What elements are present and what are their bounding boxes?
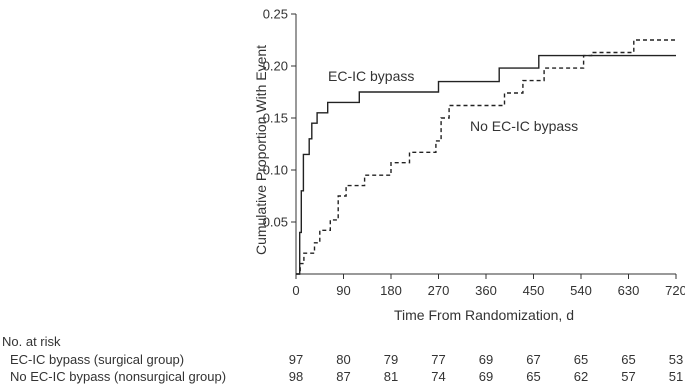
y-tick-label: 0.20 (263, 59, 288, 74)
risk-count: 53 (668, 352, 684, 367)
series-line-ec-ic-bypass (296, 54, 676, 275)
risk-count: 62 (573, 369, 589, 384)
series-line-no-ec-ic-bypass (296, 39, 676, 275)
risk-count: 69 (478, 352, 494, 367)
risk-count: 77 (431, 352, 446, 367)
risk-row-label: No EC-IC bypass (nonsurgical group) (10, 369, 227, 384)
y-tick-label: 0.25 (263, 7, 288, 22)
risk-count: 74 (431, 369, 446, 384)
axes (291, 13, 677, 279)
risk-row-label: EC-IC bypass (surgical group) (10, 352, 185, 367)
risk-count: 80 (336, 352, 351, 367)
y-tick-label: 0.05 (263, 215, 288, 230)
risk-count: 87 (336, 369, 351, 384)
risk-count: 79 (383, 352, 399, 367)
x-tick-label: 720 (665, 283, 685, 298)
x-tick-label: 180 (380, 283, 402, 298)
risk-count: 67 (526, 352, 541, 367)
x-tick-label: 450 (523, 283, 545, 298)
tick-labels: 0 90 180 270 360 450 540 630 720 0.05 0.10 0.15 0.20… (263, 7, 685, 299)
x-tick-label: 360 (475, 283, 497, 298)
series-label-ec-ic-bypass: EC-IC bypass (328, 68, 414, 84)
risk-count: 65 (526, 369, 541, 384)
y-axis-title: Cumulative Proportion With Event (253, 45, 269, 255)
x-tick-label: 540 (570, 283, 592, 298)
risk-count: 57 (621, 369, 636, 384)
x-tick-label: 270 (428, 283, 450, 298)
y-tick-label: 0.10 (263, 163, 288, 178)
x-tick-label: 90 (336, 283, 350, 298)
risk-count: 69 (478, 369, 494, 384)
risk-count: 65 (621, 352, 636, 367)
y-tick-label: 0.15 (263, 111, 288, 126)
km-chart: 0 90 180 270 360 450 540 630 720 0.05 0.10 0.15 0.20… (253, 7, 685, 324)
risk-count: 65 (573, 352, 589, 367)
series-group (296, 39, 676, 275)
risk-count: 97 (288, 352, 304, 367)
series-label-no-ec-ic-bypass: No EC-IC bypass (470, 118, 578, 134)
risk-count: 98 (288, 369, 304, 384)
risk-count: 81 (383, 369, 399, 384)
risk-count: 51 (668, 369, 684, 384)
x-tick-label: 630 (618, 283, 640, 298)
x-axis-title: Time From Randomization, d (394, 307, 574, 323)
x-tick-label: 0 (292, 283, 299, 298)
risk-table-header: No. at risk (2, 334, 61, 349)
